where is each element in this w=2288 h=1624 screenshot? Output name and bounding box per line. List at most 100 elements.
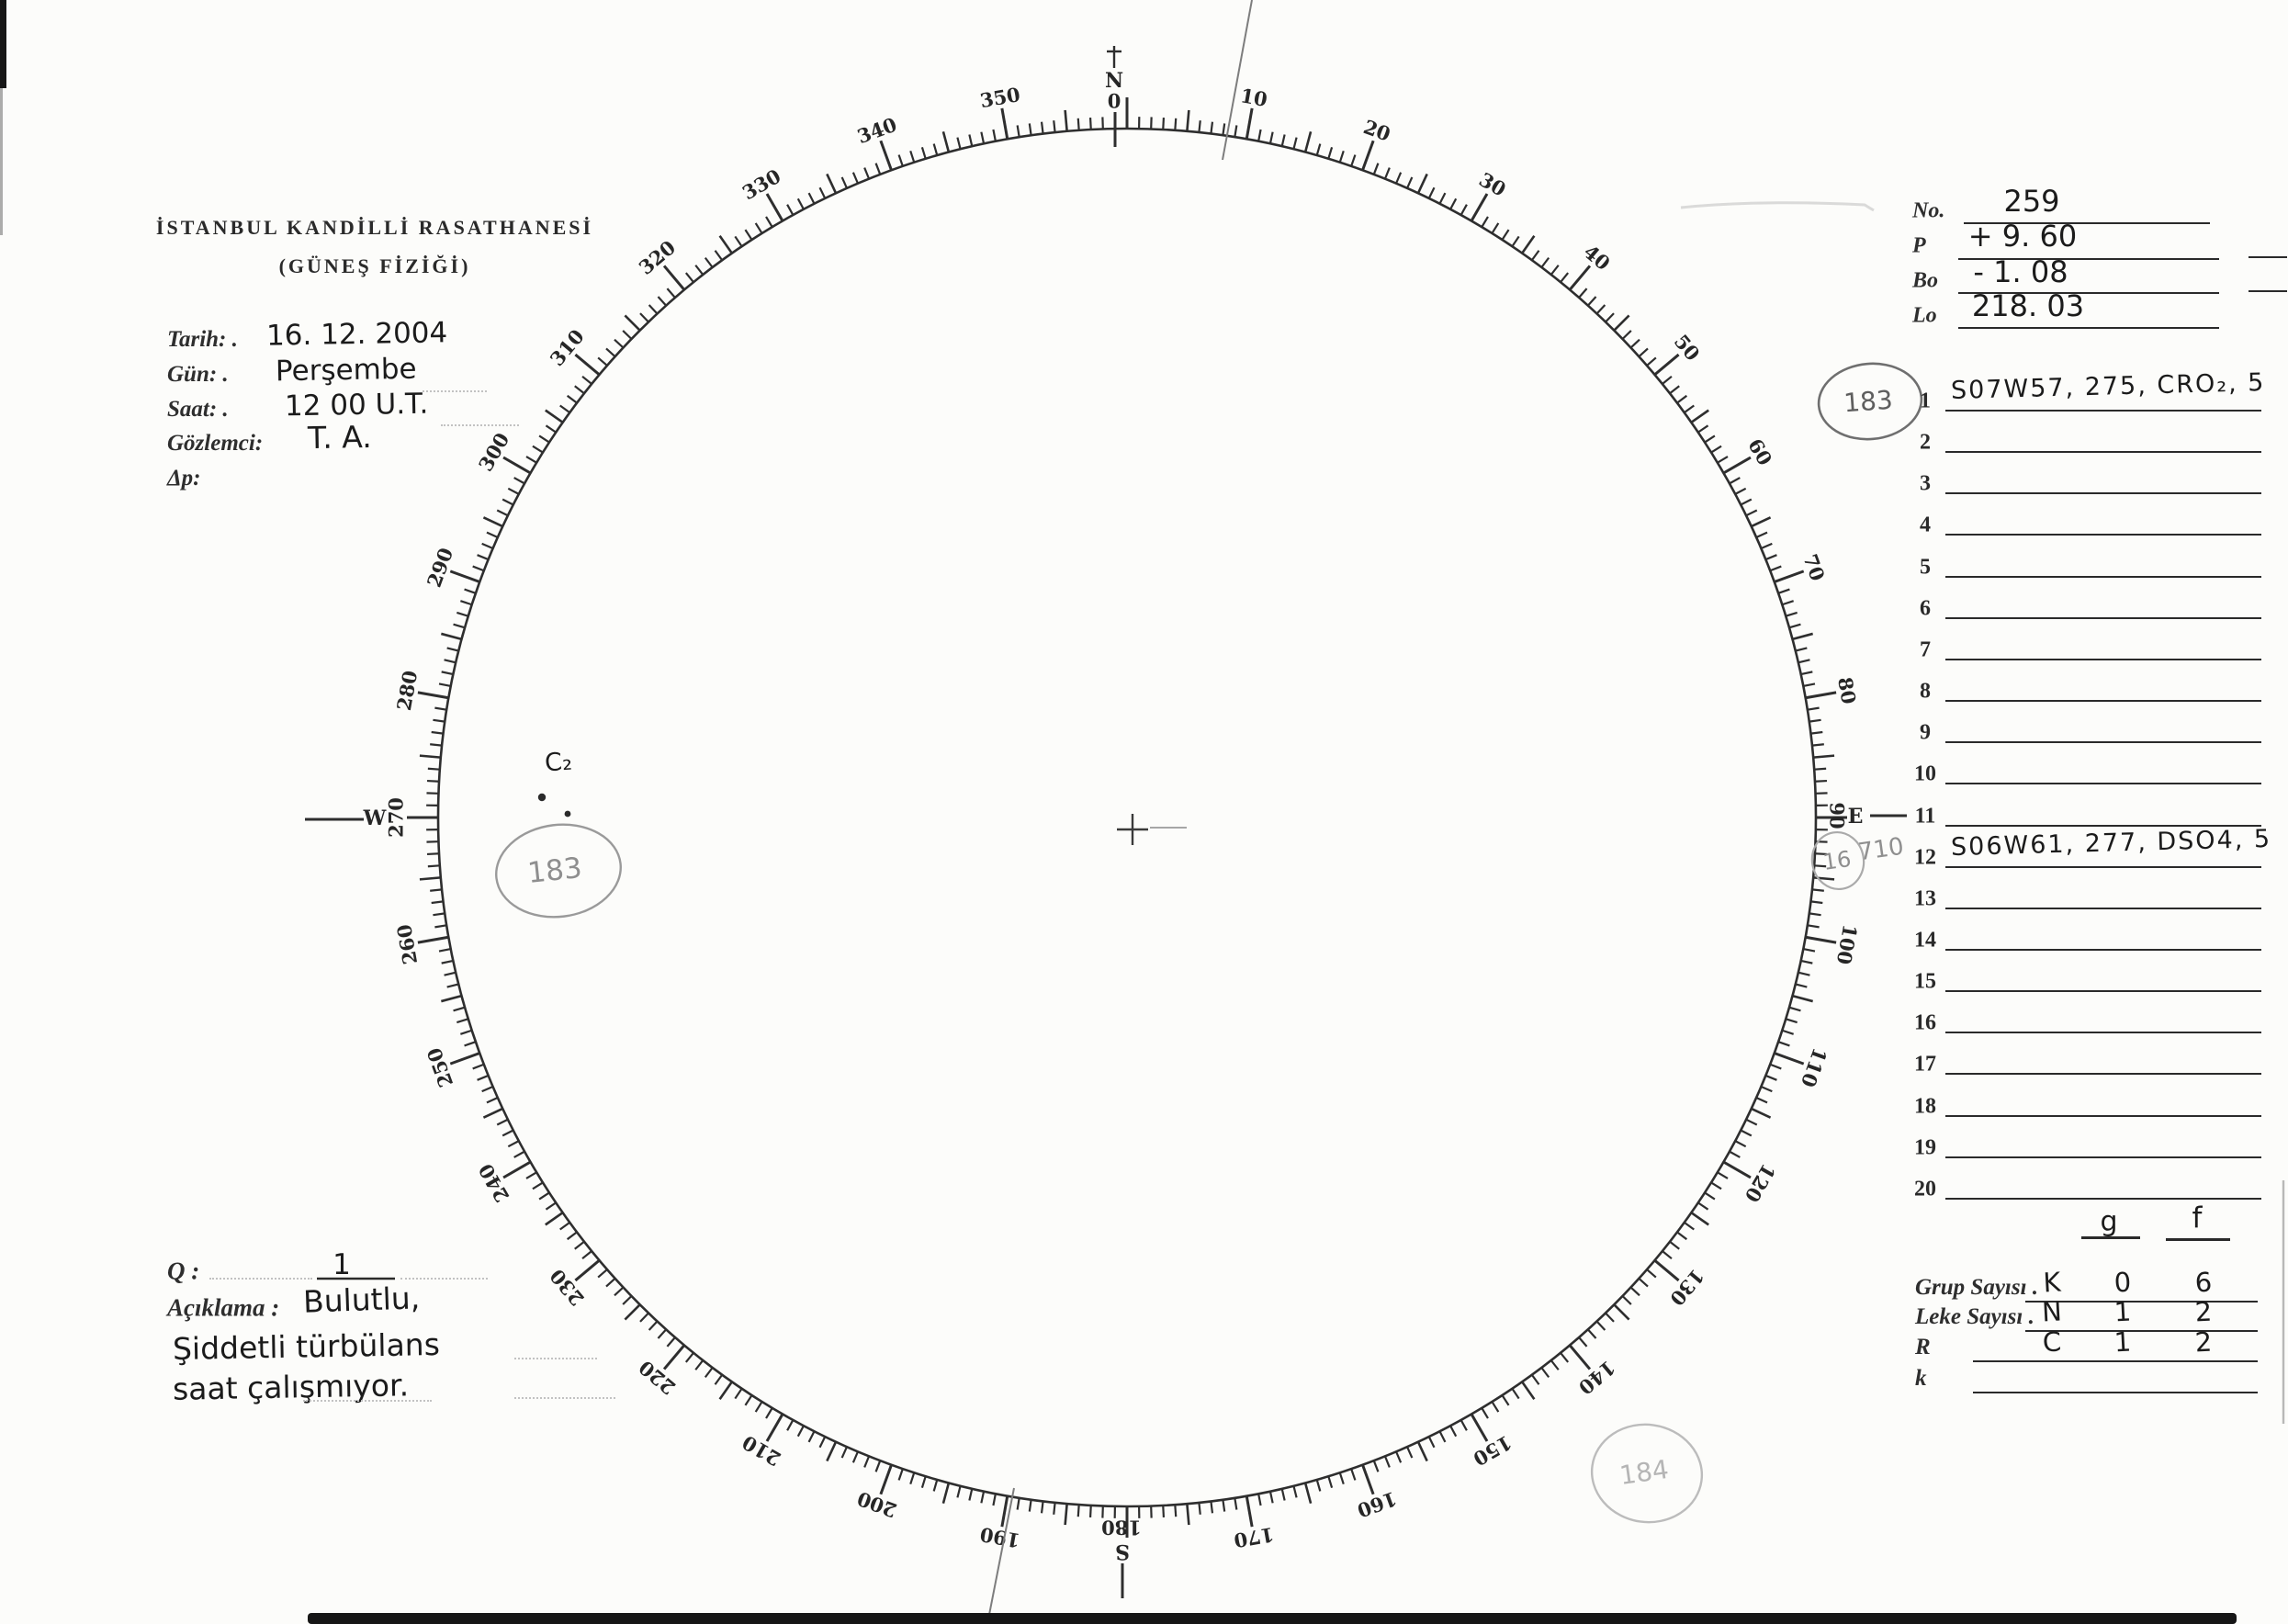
region-row-line [1945,492,2261,495]
day-value: Perşembe [275,352,417,389]
group-class-annotation: C₂ [544,747,573,778]
summary-row-value: C [2041,1325,2063,1359]
dial-cardinal-label: W [363,806,387,830]
region-row-line [1945,616,2261,619]
summary-row-label: R [1915,1335,1931,1359]
observer-value: T. A. [307,418,373,457]
col-f-underline [2166,1238,2230,1241]
summary-row-label: k [1915,1366,1927,1391]
p-label: P [1912,233,1926,258]
region-row-number: 18 [1914,1094,1936,1119]
summary-row-line [1973,1360,2258,1362]
region-row-number: 16 [1914,1010,1936,1035]
pencil-line-top [1222,0,1253,161]
p-line-dash [2249,256,2287,258]
dial-cardinal-label: 180 [1101,1517,1142,1539]
region-row-line [1945,1073,2261,1076]
region-row-number: 15 [1914,969,1936,994]
q-value: 1 [332,1248,351,1281]
region-row-number: 2 [1920,430,1931,455]
time-label: Saat: . [167,397,229,422]
summary-row-value: K [2042,1266,2062,1299]
scan-bottom-bar [308,1613,2237,1624]
region-row-line [1945,700,2261,703]
region-row-number: 10 [1914,761,1936,786]
p-value: + 9. 60 [1967,219,2078,254]
summary-row-value: 1 [2113,1295,2133,1328]
dotted-guide [514,1397,615,1399]
region-row-number: 7 [1920,637,1931,662]
summary-row-value: 2 [2193,1295,2214,1328]
disk-group-number: 183 [525,851,584,890]
remarks-value: Bulutlu, [302,1280,421,1320]
summary-row-value: 2 [2193,1325,2214,1359]
circled-row1-ellipse [1817,362,1923,441]
region-row-line [1945,658,2261,660]
day-label: Gün: . [167,362,229,387]
lo-line [1958,327,2219,329]
region-row-number: 4 [1920,513,1931,537]
time-value: 12 00 U.T. [284,387,429,423]
region-row-line [1945,534,2261,536]
scan-edge-artifact [0,88,3,235]
region-row-line [1945,451,2261,454]
dotted-guide [441,424,519,426]
region-row-line [1945,410,2261,412]
row12-circled-mark: 16 [1820,846,1854,875]
date-value: 16. 12. 2004 [265,316,448,353]
circled-row12-ellipse [1810,830,1865,891]
dial-cardinal-label: 0 [1108,90,1121,113]
circled-184-ellipse [1590,1423,1704,1524]
region-row-number: 17 [1914,1052,1936,1077]
region-row-number: 6 [1920,596,1931,621]
region-row-number: 9 [1920,720,1931,745]
remarks-label: Açıklama : [167,1293,280,1322]
delta-p-label: Δp: [167,466,201,491]
summary-row-line [2025,1330,2258,1332]
bo-line [1958,292,2219,294]
remarks-line2: Şiddetli türbülans [172,1325,441,1368]
dial-degree-label: 80 [1833,675,1861,705]
sunspot-dot [564,810,571,818]
circled-region-ellipse [495,823,622,919]
dotted-guide [400,1278,488,1280]
region-row-line [1945,575,2261,578]
region-row-number: 20 [1914,1177,1936,1201]
region-row-line [1945,907,2261,909]
scan-smudge [1680,201,1875,212]
no-label: No. [1912,198,1945,223]
dotted-guide [209,1278,312,1280]
dotted-guide [303,1400,432,1402]
bo-value: - 1. 08 [1973,254,2068,289]
region-row-number: 1 [1920,389,1931,413]
q-label: Q : [167,1257,200,1285]
summary-row-value: 6 [2193,1266,2214,1299]
dial-cardinal-label: 90 [1826,802,1849,829]
region-row-line [1945,865,2261,868]
dotted-guide [514,1358,597,1359]
region-row-number: 12 [1914,845,1936,870]
date-label: Tarih: . [167,327,238,352]
dotted-guide [423,390,487,392]
dial-cardinal-label: 270 [385,797,408,838]
region-row-line [1945,1197,2261,1200]
col-g-underline [2081,1236,2140,1239]
lo-value: 218. 03 [1971,288,2085,323]
observer-label: Gözlemci: [167,431,264,456]
region-row-number: 14 [1914,928,1936,953]
no-value: 259 [2003,184,2060,219]
region-row-number: 8 [1920,679,1931,704]
region-row-line [1945,948,2261,951]
region-row-line [1945,824,2261,827]
center-cross [1117,814,1187,845]
sunspot-dot [537,793,547,802]
region-row-line [1945,1032,2261,1034]
region-row-line [1945,1156,2261,1158]
pencil-line-bottom [986,1487,1015,1624]
p-line [1958,258,2219,260]
region-row-number: 5 [1920,555,1931,580]
summary-row-label: Grup Sayısı . [1915,1275,2039,1300]
